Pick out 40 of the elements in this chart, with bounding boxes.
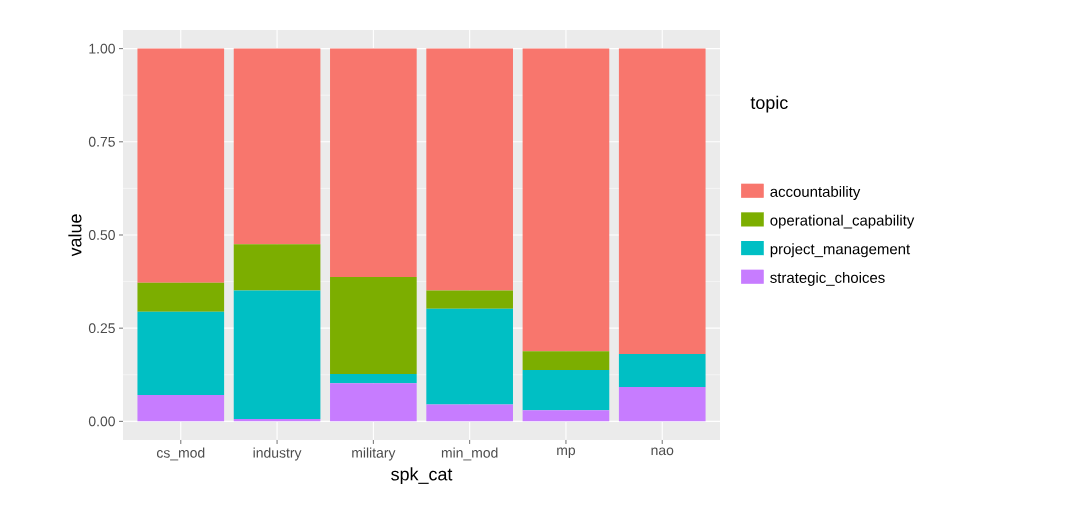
bar (426, 290, 513, 309)
bar (618, 48, 706, 354)
bar (137, 282, 225, 312)
bar (426, 308, 513, 405)
bar (137, 48, 225, 283)
x-axis-title: spk_cat (391, 467, 453, 485)
bar (522, 351, 610, 370)
y-tick-label: 1.00 (89, 43, 115, 54)
legend-label: project_management (770, 243, 911, 258)
x-tick-label: industry (253, 447, 302, 461)
bar (330, 383, 417, 422)
bar (618, 387, 706, 422)
y-tick-label: 0.00 (88, 416, 115, 427)
bar (330, 374, 417, 384)
bar (330, 48, 417, 278)
bar (233, 244, 321, 291)
legend-label: accountability (770, 186, 861, 200)
bar (426, 404, 513, 422)
y-tick-label: 0.50 (88, 230, 115, 240)
bar (426, 48, 513, 291)
bar (522, 48, 610, 352)
legend-title: topic (750, 95, 788, 113)
y-axis-title: value (68, 214, 82, 257)
x-tick-label: military (352, 447, 396, 461)
bar (522, 410, 610, 422)
y-tick-label: 0.25 (88, 323, 115, 334)
bar (233, 290, 321, 420)
legend-label: operational_capability (770, 214, 915, 229)
x-tick-label: nao (651, 447, 674, 456)
bar (618, 353, 706, 388)
bar (137, 311, 225, 395)
bar (330, 277, 417, 375)
x-tick-label: cs_mod (156, 447, 205, 461)
x-tick-label: min_mod (441, 447, 498, 461)
bar (522, 369, 610, 411)
bar (137, 394, 225, 422)
y-tick-label: 0.75 (88, 136, 115, 147)
bar (233, 48, 321, 245)
x-tick-label: mp (557, 447, 576, 458)
legend-label: strategic_choices (770, 271, 885, 286)
